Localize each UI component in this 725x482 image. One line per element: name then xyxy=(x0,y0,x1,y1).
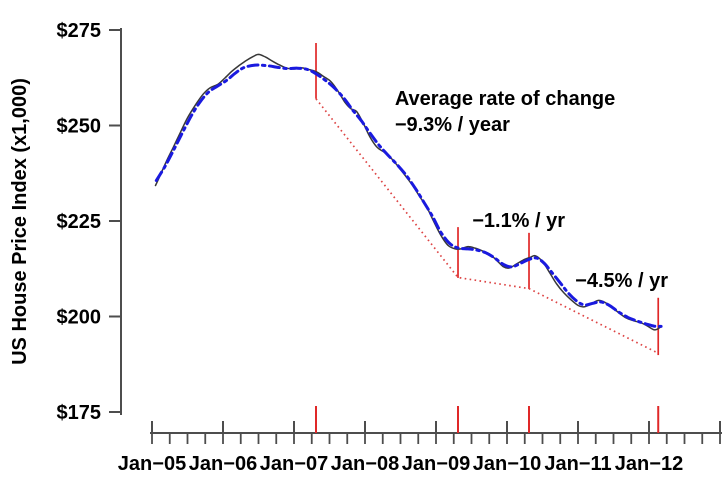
y-axis-tick-label: $200 xyxy=(57,307,102,329)
y-axis-tick-label: $275 xyxy=(57,20,102,42)
x-axis-tick-label: Jan−07 xyxy=(260,453,328,475)
x-axis-tick-label: Jan−08 xyxy=(331,453,399,475)
x-axis-tick-label: Jan−05 xyxy=(118,453,186,475)
series-hpi-smoothed xyxy=(154,63,663,328)
x-axis-tick-label: Jan−06 xyxy=(189,453,257,475)
series-hpi-monthly xyxy=(154,53,662,331)
y-axis-title: US House Price Index (x1,000) xyxy=(9,78,31,365)
x-axis-tick-label: Jan−09 xyxy=(402,453,470,475)
x-axis-tick-label: Jan−10 xyxy=(473,453,541,475)
annotation-rate-segment-2: −1.1% / yr xyxy=(472,210,565,232)
x-axis-tick-label: Jan−12 xyxy=(615,453,683,475)
y-axis-tick-label: $225 xyxy=(57,211,102,233)
annotation-avg-rate-title: Average rate of change xyxy=(395,88,615,110)
x-axis-tick-label: Jan−11 xyxy=(544,453,611,475)
y-axis-tick-label: $175 xyxy=(57,402,102,424)
annotation-rate-segment-1: −9.3% / year xyxy=(395,114,510,136)
annotation-rate-segment-3: −4.5% / yr xyxy=(575,270,668,292)
y-axis-tick-label: $250 xyxy=(57,116,102,138)
